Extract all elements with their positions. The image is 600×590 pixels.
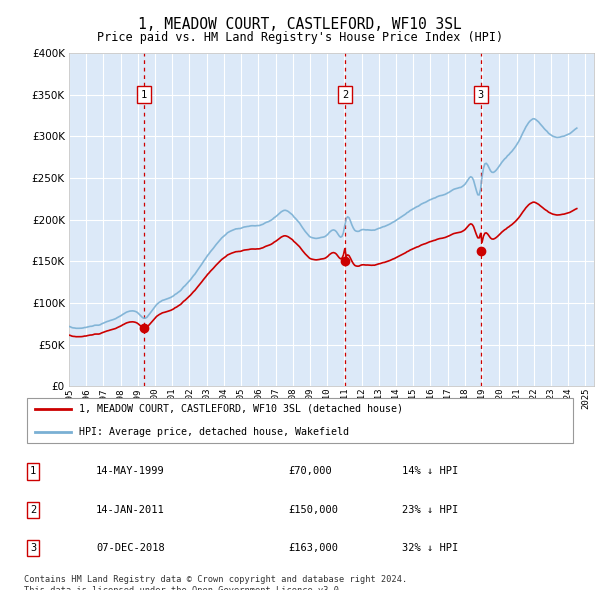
Text: Price paid vs. HM Land Registry's House Price Index (HPI): Price paid vs. HM Land Registry's House …: [97, 31, 503, 44]
Text: 1, MEADOW COURT, CASTLEFORD, WF10 3SL (detached house): 1, MEADOW COURT, CASTLEFORD, WF10 3SL (d…: [79, 404, 403, 414]
Text: Contains HM Land Registry data © Crown copyright and database right 2024.
This d: Contains HM Land Registry data © Crown c…: [24, 575, 407, 590]
Text: £150,000: £150,000: [288, 505, 338, 514]
Text: 3: 3: [478, 90, 484, 100]
Text: 07-DEC-2018: 07-DEC-2018: [96, 543, 165, 553]
FancyBboxPatch shape: [27, 398, 573, 443]
Text: 1: 1: [141, 90, 148, 100]
Text: 14-MAY-1999: 14-MAY-1999: [96, 467, 165, 476]
Text: 3: 3: [30, 543, 36, 553]
Text: £163,000: £163,000: [288, 543, 338, 553]
Text: 2: 2: [30, 505, 36, 514]
Text: 2: 2: [342, 90, 348, 100]
Text: 23% ↓ HPI: 23% ↓ HPI: [402, 505, 458, 514]
Text: 1: 1: [30, 467, 36, 476]
Text: 1, MEADOW COURT, CASTLEFORD, WF10 3SL: 1, MEADOW COURT, CASTLEFORD, WF10 3SL: [138, 17, 462, 31]
Text: 14% ↓ HPI: 14% ↓ HPI: [402, 467, 458, 476]
Text: HPI: Average price, detached house, Wakefield: HPI: Average price, detached house, Wake…: [79, 427, 349, 437]
Text: 32% ↓ HPI: 32% ↓ HPI: [402, 543, 458, 553]
Text: £70,000: £70,000: [288, 467, 332, 476]
Text: 14-JAN-2011: 14-JAN-2011: [96, 505, 165, 514]
